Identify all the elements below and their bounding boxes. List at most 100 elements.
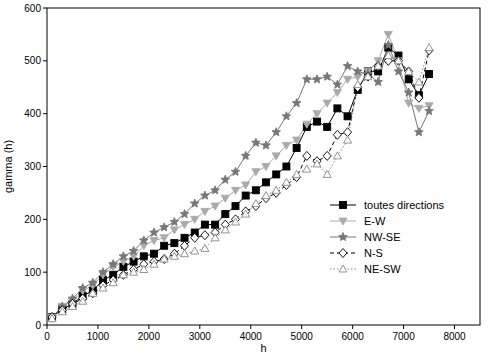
data-point <box>231 167 240 175</box>
data-point <box>323 72 332 80</box>
data-point <box>415 105 423 112</box>
data-point <box>181 234 188 241</box>
data-point <box>211 234 219 241</box>
data-point <box>171 240 178 247</box>
data-point <box>201 221 208 228</box>
data-point <box>384 41 393 49</box>
data-point <box>415 128 424 136</box>
data-point <box>344 113 351 120</box>
data-point <box>333 130 341 139</box>
data-point <box>272 128 281 136</box>
data-point <box>354 67 363 75</box>
data-point <box>374 62 382 71</box>
y-tick-label: 600 <box>24 3 41 14</box>
data-point <box>374 62 382 69</box>
legend-label: E-W <box>364 215 386 227</box>
data-point <box>334 105 341 112</box>
legend: toutes directionsE-WNW-SEN-SNE-SW <box>330 199 445 275</box>
data-point <box>242 192 249 199</box>
data-point <box>181 222 189 229</box>
data-point <box>222 211 229 218</box>
data-point <box>293 145 300 152</box>
x-tick-label: 2000 <box>138 331 161 342</box>
data-point <box>201 231 209 240</box>
data-point <box>263 179 270 186</box>
data-point <box>89 289 97 298</box>
y-tick <box>43 325 47 326</box>
data-point <box>242 210 250 217</box>
data-point <box>99 268 108 276</box>
y-tick <box>43 8 47 9</box>
data-point <box>89 278 98 286</box>
data-point <box>119 252 128 260</box>
data-point <box>201 244 209 251</box>
data-point <box>293 170 301 177</box>
data-point <box>170 252 178 259</box>
data-point <box>252 169 260 176</box>
data-point <box>170 218 179 226</box>
y-tick-label: 500 <box>24 55 41 66</box>
data-point <box>211 186 220 194</box>
data-point <box>150 250 157 257</box>
legend-label: toutes directions <box>364 199 445 211</box>
data-point <box>364 73 372 80</box>
data-point <box>303 121 311 128</box>
series-line <box>52 50 429 317</box>
chart: 0100020003000400050006000700080000100200… <box>0 0 496 356</box>
data-point <box>161 242 168 249</box>
y-tick <box>43 272 47 273</box>
data-point <box>323 151 331 160</box>
data-point <box>252 187 259 194</box>
data-point <box>242 182 250 189</box>
data-point <box>333 90 341 97</box>
data-point <box>78 284 87 292</box>
data-point <box>323 100 331 107</box>
data-point <box>241 151 250 159</box>
data-point <box>313 160 321 167</box>
x-tick-label: 4000 <box>240 331 263 342</box>
data-point <box>191 233 199 242</box>
series-line <box>52 48 429 319</box>
data-point <box>303 165 311 172</box>
data-point <box>404 88 413 96</box>
data-point <box>415 78 423 85</box>
data-point <box>109 260 118 268</box>
data-point <box>344 76 352 83</box>
data-point <box>415 93 423 102</box>
data-point <box>160 255 168 264</box>
y-tick-label: 400 <box>24 108 41 119</box>
data-point <box>343 62 352 70</box>
data-point <box>425 44 433 51</box>
data-point <box>140 266 148 273</box>
x-tick <box>403 325 404 329</box>
y-tick-label: 300 <box>24 161 41 172</box>
data-point <box>395 56 403 65</box>
x-tick-label: 5000 <box>291 331 314 342</box>
data-point <box>394 67 403 75</box>
data-point <box>374 78 383 86</box>
data-point <box>282 142 290 149</box>
data-point <box>405 67 413 76</box>
data-point <box>140 236 149 244</box>
legend-marker <box>339 218 347 225</box>
data-point <box>283 163 290 170</box>
y-axis-label: gamma (h) <box>2 140 14 193</box>
x-tick-label: 3000 <box>189 331 212 342</box>
data-point <box>303 151 311 160</box>
data-point <box>221 195 229 202</box>
x-tick <box>250 325 251 329</box>
data-point <box>313 118 320 125</box>
data-point <box>48 313 57 321</box>
x-tick <box>47 325 48 329</box>
data-point <box>191 247 199 254</box>
data-point <box>160 235 168 242</box>
data-point <box>109 279 117 286</box>
data-point <box>395 57 403 64</box>
data-point <box>273 171 280 178</box>
x-tick <box>148 325 149 329</box>
data-point <box>48 315 56 322</box>
x-tick-label: 7000 <box>392 331 415 342</box>
legend-marker <box>339 249 347 258</box>
data-point <box>150 228 159 236</box>
x-tick-label: 6000 <box>342 331 365 342</box>
